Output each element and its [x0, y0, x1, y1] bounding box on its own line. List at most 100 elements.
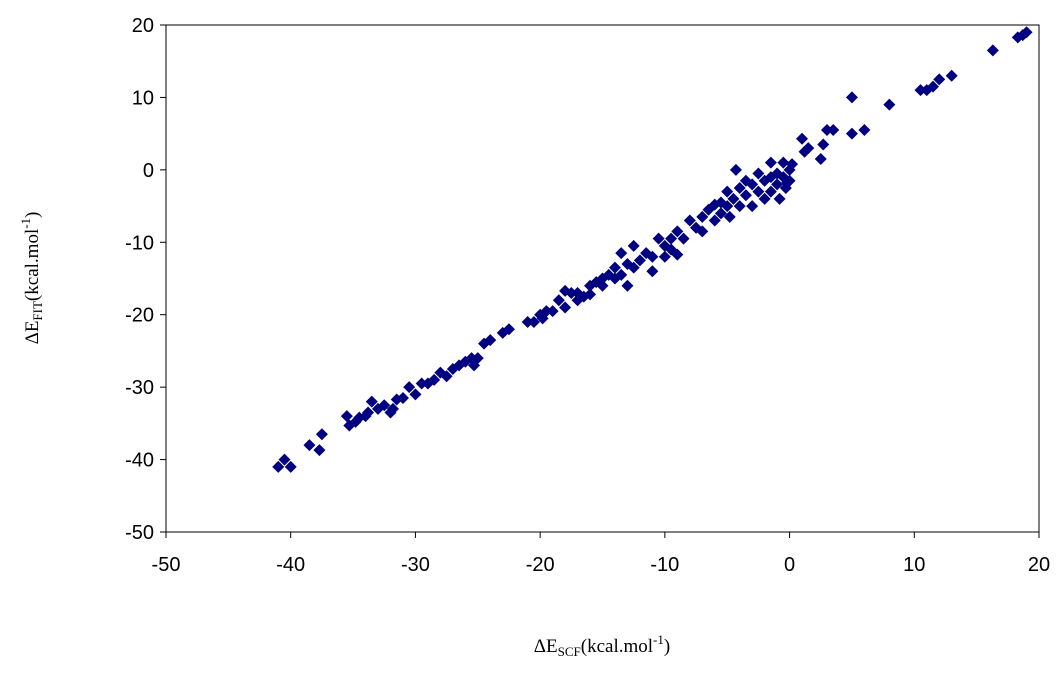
point: [1020, 26, 1033, 39]
point: [596, 279, 609, 292]
point: [633, 254, 646, 267]
point: [378, 399, 391, 412]
point: [845, 127, 858, 140]
point: [858, 124, 871, 137]
point: [733, 181, 746, 194]
point: [278, 453, 291, 466]
point: [727, 192, 740, 205]
y-title-part: ΔE: [22, 321, 43, 345]
point: [781, 176, 794, 189]
point: [914, 84, 927, 97]
point: [428, 373, 441, 386]
point: [627, 261, 640, 274]
y-tick-label: -50: [125, 522, 154, 544]
point: [615, 247, 628, 260]
point: [764, 185, 777, 198]
point: [746, 200, 759, 213]
x-title-part: (kcal.mol: [581, 636, 653, 657]
point: [403, 381, 416, 394]
point: [415, 377, 428, 390]
point: [796, 132, 809, 145]
point: [739, 189, 752, 202]
point: [608, 261, 621, 274]
y-tick-label: -30: [125, 377, 154, 399]
point: [658, 250, 671, 263]
point: [313, 444, 326, 457]
x-tick-label: -30: [401, 554, 430, 576]
point: [746, 178, 759, 191]
point: [845, 91, 858, 104]
y-title-sub: FIT: [30, 301, 45, 321]
point: [802, 142, 815, 155]
point: [646, 250, 659, 263]
y-tick-label: 10: [132, 87, 154, 109]
x-tick-label: -50: [152, 554, 181, 576]
point: [365, 395, 378, 408]
point: [396, 392, 409, 405]
x-tick-label: 10: [903, 554, 925, 576]
point: [565, 286, 578, 299]
x-tick-label: -10: [650, 554, 679, 576]
point: [708, 214, 721, 227]
plot-border: [165, 24, 1040, 533]
x-title-sup: -1: [653, 632, 664, 647]
point: [559, 301, 572, 314]
point: [945, 69, 958, 82]
point: [527, 315, 540, 328]
y-axis-title: ΔEFIT(kcal.mol-1): [18, 212, 45, 345]
y-tick-label: 0: [143, 160, 154, 182]
point: [883, 98, 896, 111]
point: [814, 152, 827, 165]
point: [671, 225, 684, 238]
point: [552, 294, 565, 307]
point: [777, 156, 790, 169]
point: [471, 352, 484, 365]
point: [986, 44, 999, 57]
point: [752, 167, 765, 180]
point: [696, 225, 709, 238]
point: [386, 402, 399, 415]
point: [677, 232, 690, 245]
x-axis-title: ΔESCF(kcal.mol-1): [534, 632, 670, 659]
point: [733, 200, 746, 213]
point: [502, 323, 515, 336]
point: [786, 158, 799, 171]
point: [362, 406, 375, 419]
point: [627, 239, 640, 252]
point: [584, 288, 597, 301]
point: [764, 156, 777, 169]
point: [646, 265, 659, 278]
point: [721, 200, 734, 213]
point: [827, 124, 840, 137]
point: [752, 185, 765, 198]
point: [272, 460, 285, 473]
x-tick-label: -40: [276, 554, 305, 576]
x-tick-label: 20: [1028, 554, 1050, 576]
y-tick-label: -20: [125, 305, 154, 327]
point: [773, 192, 786, 205]
point: [817, 138, 830, 151]
x-tick-label: -20: [526, 554, 555, 576]
point: [696, 210, 709, 223]
point: [521, 315, 534, 328]
point: [440, 370, 453, 383]
x-title-part: ΔE: [534, 636, 558, 657]
point: [933, 73, 946, 86]
x-title-sub: SCF: [558, 644, 581, 659]
point: [340, 410, 353, 423]
point: [409, 388, 422, 401]
y-tick-label: -40: [125, 450, 154, 472]
x-title-part: ): [664, 636, 670, 657]
point: [820, 124, 833, 137]
point: [615, 268, 628, 281]
point: [284, 460, 297, 473]
point: [652, 232, 665, 245]
point: [771, 178, 784, 191]
point: [729, 163, 742, 176]
point: [758, 192, 771, 205]
y-tick-label: -10: [125, 232, 154, 254]
y-title-sup: -1: [18, 218, 33, 229]
point: [665, 232, 678, 245]
point: [621, 279, 634, 292]
